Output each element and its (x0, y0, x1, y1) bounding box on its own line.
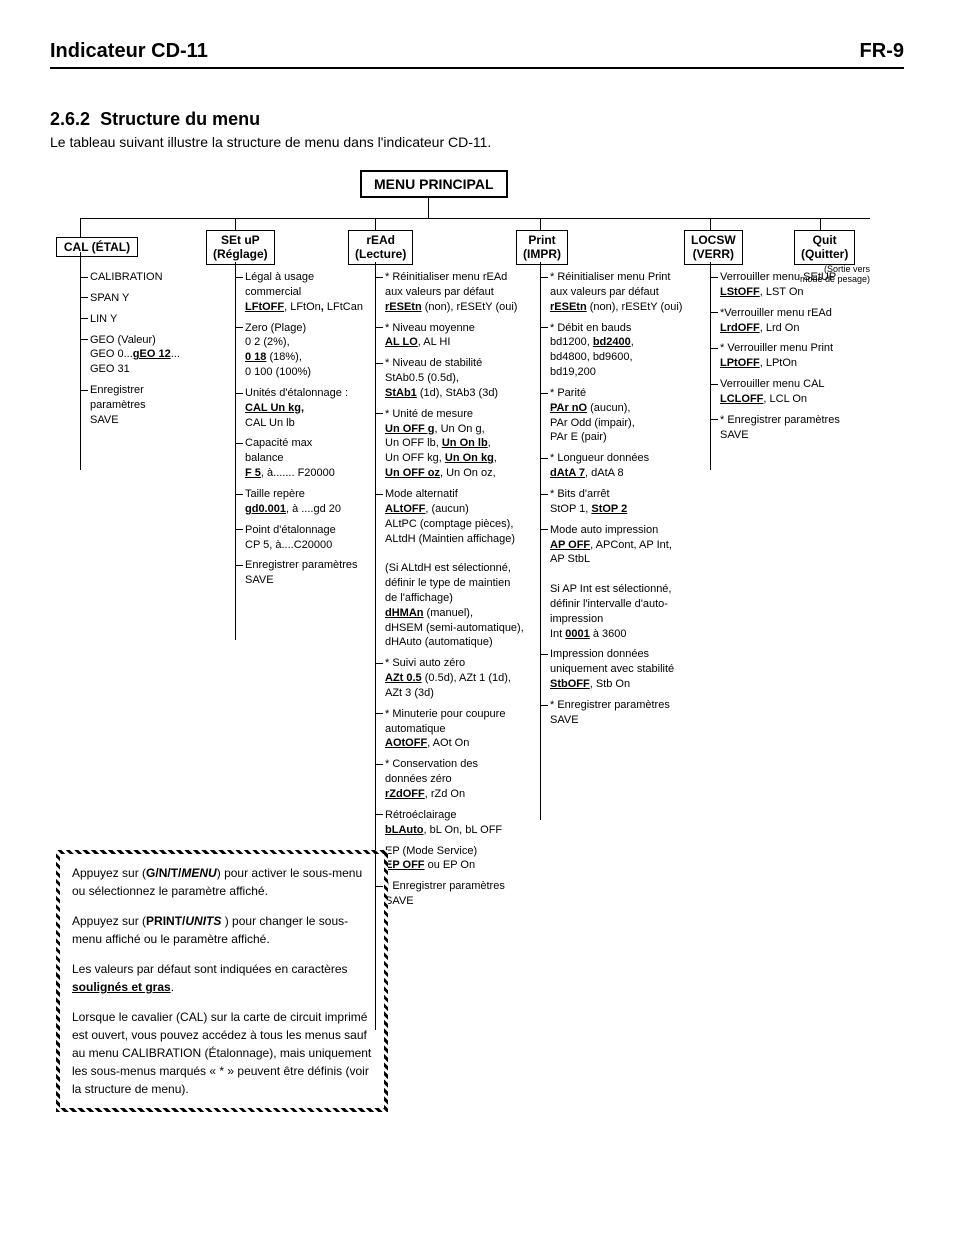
menu-item: * Débit en baudsbd1200, bd2400,bd4800, b… (540, 321, 690, 380)
menu-item: Zero (Plage)0 2 (2%),0 18 (18%),0 100 (1… (235, 321, 375, 380)
menu-item: * Niveau moyenneAL LO, AL HI (375, 321, 535, 351)
menu-item: * Longueur donnéesdAtA 7, dAtA 8 (540, 451, 690, 481)
menu-item: Légal à usagecommercialLFtOFF, LFtOn, LF… (235, 270, 375, 315)
menu-item: Point d'étalonnageCP 5, à....C20000 (235, 523, 375, 553)
menu-item: * Niveau de stabilitéStAb0.5 (0.5d),StAb… (375, 356, 535, 401)
menu-item: Enregistrer paramètresSAVE (235, 558, 375, 588)
menu-tree: MENU PRINCIPAL CAL (ÉTAL) SEt uP(Réglage… (50, 170, 904, 1190)
menu-print: Print(IMPR) (516, 230, 568, 265)
menu-item: * Enregistrer paramètres SAVE (375, 879, 535, 909)
menu-item: EnregistrerparamètresSAVE (80, 383, 200, 428)
menu-item: EP (Mode Service)EP OFF ou EP On (375, 844, 535, 874)
menu-item: CALIBRATION (80, 270, 200, 285)
menu-item: * Verrouiller menu PrintLPtOFF, LPtOn (710, 341, 860, 371)
section-intro: Le tableau suivant illustre la structure… (50, 134, 904, 150)
menu-item: Impression donnéesuniquement avec stabil… (540, 647, 690, 692)
menu-item: Capacité maxbalanceF 5, à....... F20000 (235, 436, 375, 481)
col-cal: CALIBRATION SPAN Y LIN Y GEO (Valeur)GEO 0.… (80, 270, 200, 434)
menu-item: * Réinitialiser menu rEAdaux valeurs par… (375, 270, 535, 315)
menu-item: Verrouiller menu CALLCLOFF, LCL On (710, 377, 860, 407)
menu-item: Taille repèregd0.001, à ....gd 20 (235, 487, 375, 517)
menu-item: Unités d'étalonnage :CAL Un kg,CAL Un lb (235, 386, 375, 431)
menu-item: * ParitéPAr nO (aucun),PAr Odd (impair),… (540, 386, 690, 445)
menu-item: * Unité de mesureUn OFF g, Un On g,Un OF… (375, 407, 535, 481)
menu-setup: SEt uP(Réglage) (206, 230, 275, 265)
menu-item: RétroéclairagebLAuto, bL On, bL OFF (375, 808, 535, 838)
menu-item: * Conservation desdonnées zérorZdOFF, rZ… (375, 757, 535, 802)
menu-item: Verrouiller menu SEtUPLStOFF, LST On (710, 270, 860, 300)
menu-cal: CAL (ÉTAL) (56, 237, 138, 257)
col-read: * Réinitialiser menu rEAdaux valeurs par… (375, 270, 535, 915)
menu-item: * Suivi auto zéroAZt 0.5 (0.5d), AZt 1 (… (375, 656, 535, 701)
menu-item: * Réinitialiser menu Printaux valeurs pa… (540, 270, 690, 315)
col-setup: Légal à usagecommercialLFtOFF, LFtOn, LF… (235, 270, 375, 594)
menu-item: *Verrouiller menu rEAdLrdOFF, Lrd On (710, 306, 860, 336)
menu-read: rEAd(Lecture) (348, 230, 413, 265)
section-heading: 2.6.2 Structure du menu (50, 109, 904, 130)
menu-quit: Quit(Quitter) (794, 230, 855, 265)
menu-item: SPAN Y (80, 291, 200, 306)
menu-root: MENU PRINCIPAL (360, 170, 508, 198)
menu-item: * Enregistrer paramètres SAVE (710, 413, 860, 443)
col-locsw: Verrouiller menu SEtUPLStOFF, LST On *Ver… (710, 270, 860, 448)
menu-locsw: LOCSW(VERR) (684, 230, 743, 265)
menu-item: * Bits d'arrêtStOP 1, StOP 2 (540, 487, 690, 517)
menu-item: GEO (Valeur)GEO 0...gEO 12...GEO 31 (80, 333, 200, 378)
header-page: FR-9 (860, 40, 904, 63)
col-print: * Réinitialiser menu Printaux valeurs pa… (540, 270, 690, 734)
menu-item: LIN Y (80, 312, 200, 327)
instruction-note: Appuyez sur (G/N/T/MENU) pour activer le… (56, 850, 388, 1112)
header-title: Indicateur CD-11 (50, 40, 208, 63)
page-header: Indicateur CD-11 FR-9 (50, 40, 904, 69)
menu-item: * Enregistrer paramètres SAVE (540, 698, 690, 728)
menu-item: Mode auto impressionAP OFF, APCont, AP I… (540, 523, 690, 642)
menu-item: * Minuterie pour coupureautomatiqueAOtOF… (375, 707, 535, 752)
menu-item: Mode alternatifALtOFF, (aucun)ALtPC (com… (375, 487, 535, 650)
